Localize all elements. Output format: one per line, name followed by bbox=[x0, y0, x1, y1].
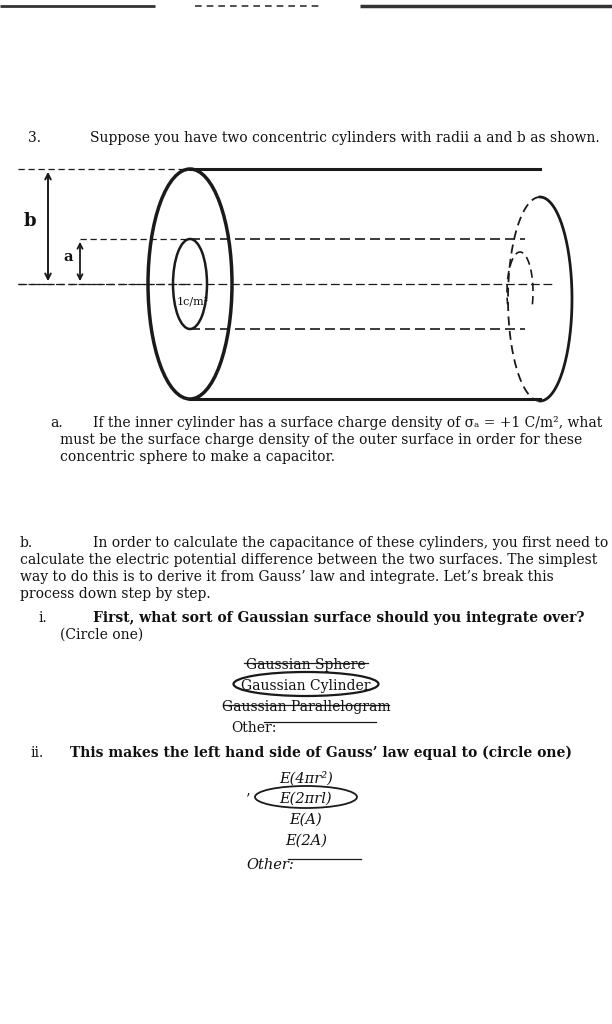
Text: E(2πrl): E(2πrl) bbox=[280, 792, 332, 806]
Text: process down step by step.: process down step by step. bbox=[20, 587, 211, 601]
Text: b: b bbox=[24, 212, 36, 229]
Text: Gaussian Cylinder: Gaussian Cylinder bbox=[241, 679, 371, 693]
Text: calculate the electric potential difference between the two surfaces. The simple: calculate the electric potential differe… bbox=[20, 553, 597, 567]
Text: First, what sort of Gaussian surface should you integrate over?: First, what sort of Gaussian surface sho… bbox=[93, 611, 584, 625]
Text: 3.: 3. bbox=[28, 131, 41, 145]
Text: Other:: Other: bbox=[246, 858, 294, 872]
Text: Other:: Other: bbox=[231, 721, 277, 735]
Text: ’: ’ bbox=[246, 792, 250, 806]
Text: 1c/m²: 1c/m² bbox=[177, 297, 209, 307]
Text: E(2A): E(2A) bbox=[285, 834, 327, 848]
Text: If the inner cylinder has a surface charge density of σₐ = +1 C/m², what: If the inner cylinder has a surface char… bbox=[93, 416, 602, 430]
Text: Gaussian Sphere: Gaussian Sphere bbox=[246, 658, 366, 672]
Text: E(A): E(A) bbox=[289, 813, 323, 827]
Text: Suppose you have two concentric cylinders with radii a and b as shown.: Suppose you have two concentric cylinder… bbox=[90, 131, 600, 145]
Text: concentric sphere to make a capacitor.: concentric sphere to make a capacitor. bbox=[60, 450, 335, 464]
Text: Gaussian Parallelogram: Gaussian Parallelogram bbox=[222, 700, 390, 714]
Text: a: a bbox=[63, 250, 73, 264]
Text: must be the surface charge density of the outer surface in order for these: must be the surface charge density of th… bbox=[60, 433, 582, 447]
Text: ii.: ii. bbox=[30, 746, 43, 760]
Text: way to do this is to derive it from Gauss’ law and integrate. Let’s break this: way to do this is to derive it from Gaus… bbox=[20, 570, 554, 584]
Text: i.: i. bbox=[38, 611, 47, 625]
Text: (Circle one): (Circle one) bbox=[60, 628, 143, 642]
Text: a.: a. bbox=[50, 416, 62, 430]
Text: b.: b. bbox=[20, 536, 33, 550]
Text: This makes the left hand side of Gauss’ law equal to (circle one): This makes the left hand side of Gauss’ … bbox=[70, 746, 572, 761]
Text: E(4πr²): E(4πr²) bbox=[279, 771, 333, 785]
Text: In order to calculate the capacitance of these cylinders, you first need to: In order to calculate the capacitance of… bbox=[93, 536, 608, 550]
